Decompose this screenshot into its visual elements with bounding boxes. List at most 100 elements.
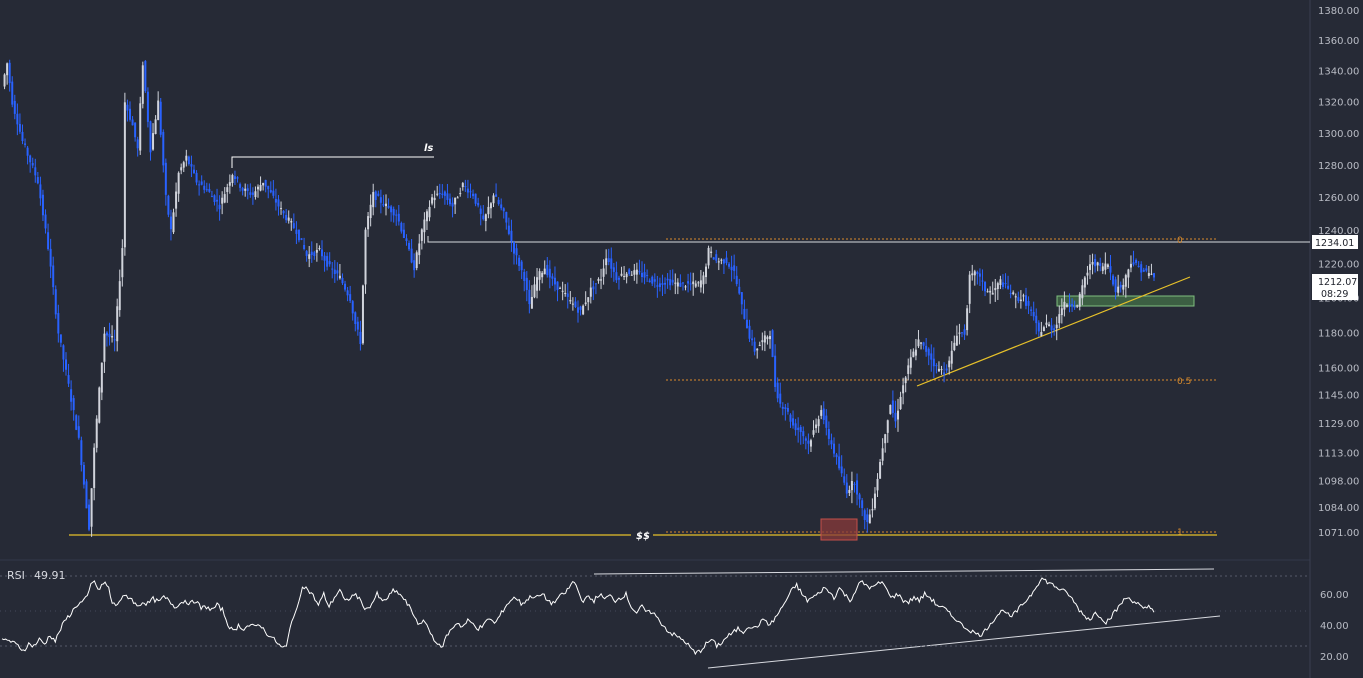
candle-body xyxy=(1089,264,1091,270)
candle-body xyxy=(149,121,152,153)
candle-body xyxy=(850,481,853,491)
candle-body xyxy=(482,215,485,220)
candle-body xyxy=(136,139,139,149)
candle-body xyxy=(917,339,920,347)
candle-body xyxy=(963,329,966,335)
candle-body xyxy=(646,275,649,277)
candle-body xyxy=(656,285,659,287)
candle-body xyxy=(1109,266,1112,273)
candle-body xyxy=(820,410,823,416)
candle-body xyxy=(495,194,498,197)
candle-body xyxy=(925,345,928,352)
candle-body xyxy=(292,223,295,229)
price-candles[interactable] xyxy=(3,59,1155,537)
candle-body xyxy=(597,278,600,281)
candle-body xyxy=(515,248,518,256)
candle-body xyxy=(175,191,178,209)
candle-body xyxy=(90,488,93,527)
candle-body xyxy=(948,360,951,368)
candle-body xyxy=(1027,300,1030,306)
rsi-line[interactable] xyxy=(1,577,1155,656)
candle-body xyxy=(687,281,690,284)
candle-body xyxy=(65,359,67,370)
fib-label-1: 1 xyxy=(1177,528,1183,538)
candle-body xyxy=(246,188,249,191)
candle-body xyxy=(722,259,725,264)
candle-body xyxy=(1081,285,1084,299)
candle-body xyxy=(809,440,812,447)
candle-body xyxy=(436,193,439,195)
candle-body xyxy=(930,353,933,360)
candle-body xyxy=(157,100,160,120)
price-axis[interactable]: 1380.00 1360.00 1340.00 1320.00 1300.00 1280.… xyxy=(1318,6,1359,539)
candle-body xyxy=(333,269,336,274)
candle-body xyxy=(451,202,454,207)
candle-body xyxy=(973,271,976,276)
candle-body xyxy=(600,279,603,281)
candle-body xyxy=(310,251,313,256)
price-tick-label: 1280.00 xyxy=(1318,161,1359,172)
candle-body xyxy=(113,339,116,341)
candle-body xyxy=(1030,309,1033,311)
candle-body xyxy=(129,108,131,120)
price-tick-label: 1380.00 xyxy=(1318,6,1359,17)
candle-body xyxy=(745,319,748,329)
price-tick-label: 1145.00 xyxy=(1318,390,1359,401)
candle-body xyxy=(257,186,259,190)
candle-body xyxy=(346,290,349,296)
candle-body xyxy=(328,261,331,265)
candle-body xyxy=(728,263,731,267)
candle-body xyxy=(856,480,859,495)
resistance-line xyxy=(427,236,1310,243)
candle-body xyxy=(108,333,111,338)
candle-body xyxy=(827,429,830,439)
candle-body xyxy=(251,192,254,195)
candle-body xyxy=(617,277,620,280)
candle-body xyxy=(456,197,459,199)
candle-body xyxy=(382,203,385,206)
candle-body xyxy=(607,258,610,262)
candle-body xyxy=(1032,311,1035,317)
candle-body xyxy=(152,133,155,150)
candle-body xyxy=(943,372,946,375)
candle-body xyxy=(669,279,672,286)
candle-body xyxy=(3,74,6,87)
candle-body xyxy=(582,305,585,315)
candle-body xyxy=(1048,324,1051,327)
candle-body xyxy=(510,230,513,242)
candle-body xyxy=(830,440,833,445)
rsi-indicator-value: 49.91 xyxy=(34,569,66,582)
rsi-indicator-name[interactable]: RSI xyxy=(7,569,25,582)
candle-body xyxy=(866,514,869,522)
candle-body xyxy=(912,351,915,358)
candle-body xyxy=(413,260,416,271)
candle-body xyxy=(684,286,687,288)
candle-body xyxy=(349,294,352,301)
candle-body xyxy=(367,216,370,230)
candle-body xyxy=(838,456,841,469)
candle-body xyxy=(797,427,800,430)
candle-body xyxy=(1132,262,1135,265)
candle-body xyxy=(735,275,738,285)
candle-body xyxy=(1025,295,1027,306)
candle-body xyxy=(221,197,224,204)
candle-body xyxy=(638,271,641,273)
rsi-axis[interactable]: 60.00 40.00 20.00 xyxy=(1320,590,1349,663)
candle-body xyxy=(1147,273,1150,276)
candle-body xyxy=(361,285,364,344)
rising-trendline xyxy=(916,276,1191,387)
candle-body xyxy=(305,251,308,256)
candle-body xyxy=(459,193,462,195)
candle-body xyxy=(502,208,505,212)
rsi-tick-label: 60.00 xyxy=(1320,590,1349,601)
candle-body xyxy=(88,504,91,530)
candle-body xyxy=(771,330,774,357)
candle-body xyxy=(385,203,387,207)
candle-body xyxy=(1129,263,1132,268)
candle-body xyxy=(239,184,242,188)
candle-body xyxy=(72,398,75,411)
candle-body xyxy=(602,268,605,277)
candle-body xyxy=(871,509,874,511)
candle-body xyxy=(989,290,992,293)
